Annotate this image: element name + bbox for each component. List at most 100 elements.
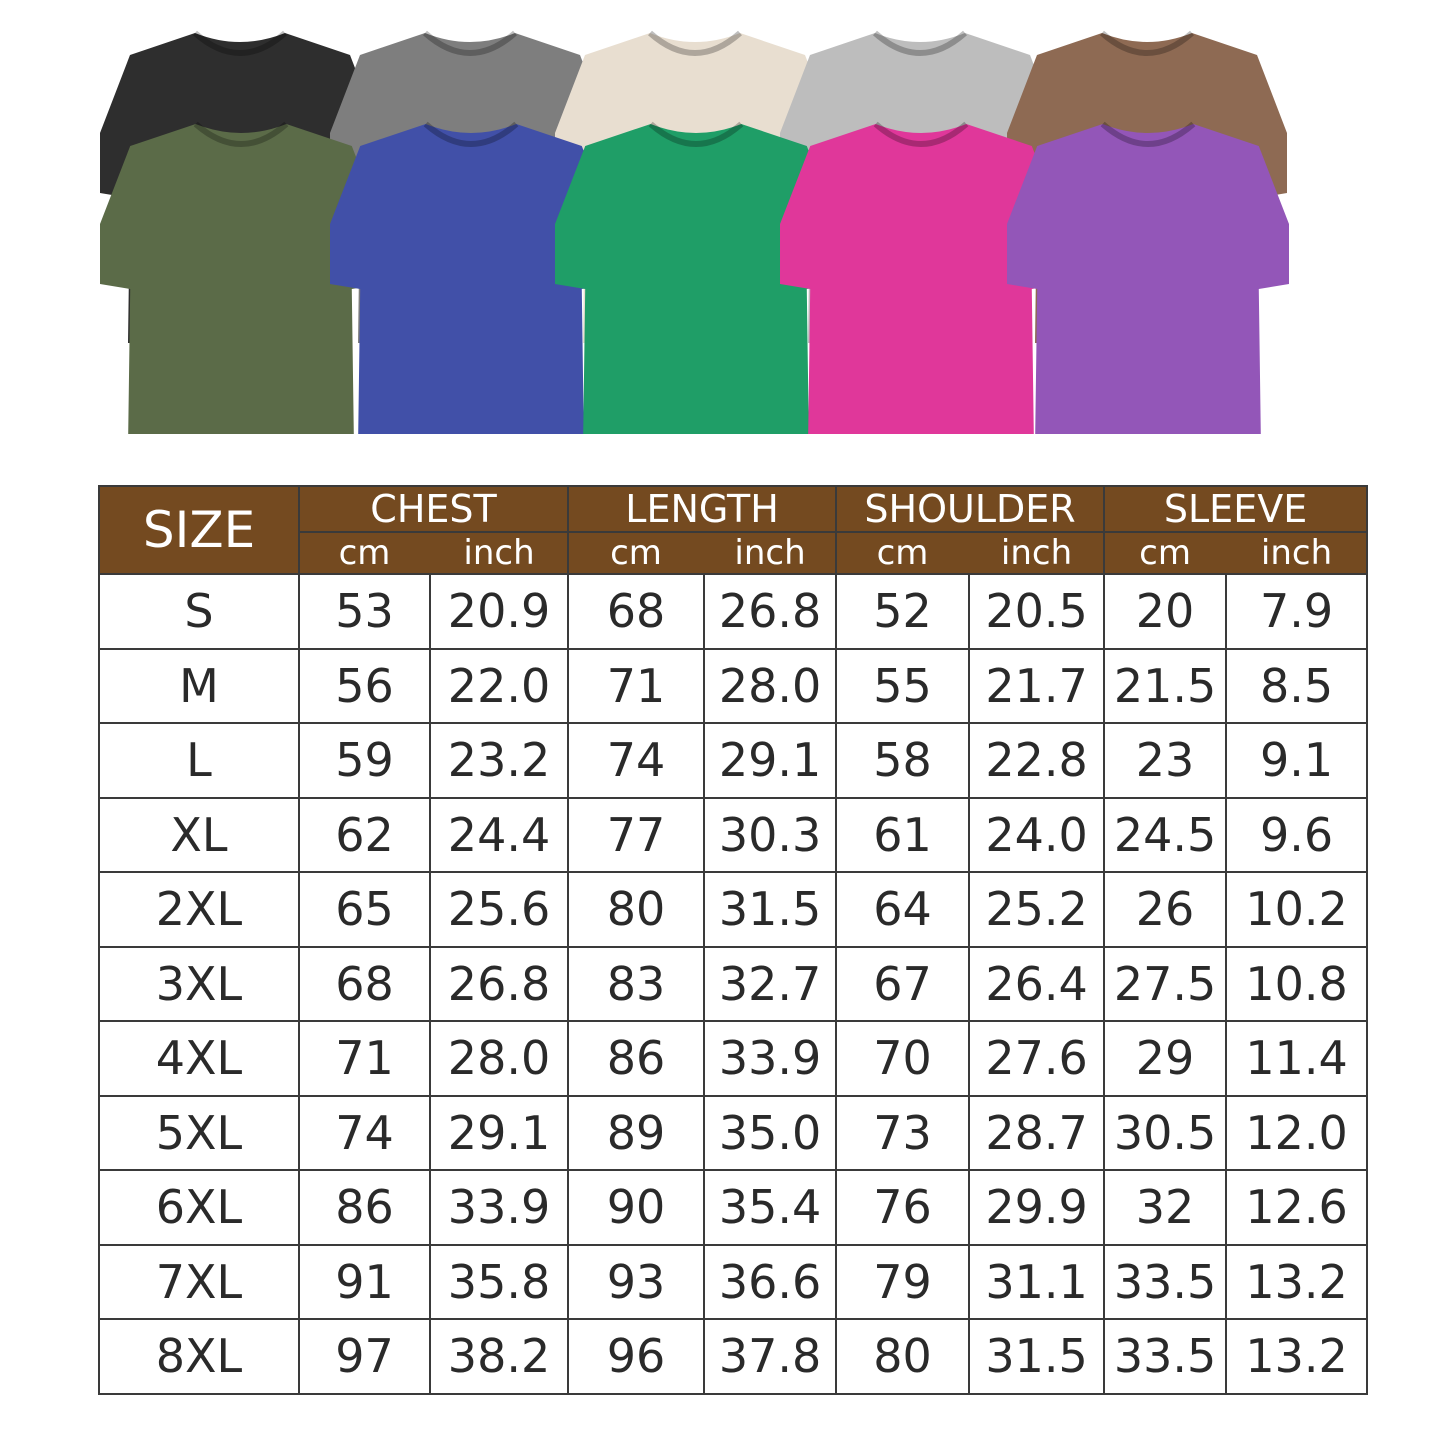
tshirt-color-options xyxy=(100,30,1289,434)
measurement-cell: 79 xyxy=(835,1243,971,1320)
measurement-cell: 26.4 xyxy=(968,945,1106,1022)
measurement-cell: 29.9 xyxy=(968,1169,1106,1246)
measurement-cell: 24.0 xyxy=(968,796,1106,873)
measurement-cell: 23 xyxy=(1103,722,1228,799)
measurement-cell: 65 xyxy=(298,871,431,948)
table-row: 2XL 65 25.6 80 31.5 64 25.2 26 10.2 xyxy=(98,871,1369,948)
sleeve-cm-header: cm xyxy=(1103,531,1228,575)
measurement-cell: 33.5 xyxy=(1103,1318,1228,1395)
measurement-cell: 71 xyxy=(298,1020,431,1097)
measurement-cell: 32 xyxy=(1103,1169,1228,1246)
measurement-cell: 26.8 xyxy=(428,945,570,1022)
measurement-cell: 90 xyxy=(567,1169,706,1246)
measurement-cell: 28.0 xyxy=(428,1020,570,1097)
table-row: S 53 20.9 68 26.8 52 20.5 20 7.9 xyxy=(98,573,1369,650)
measurement-cell: 61 xyxy=(835,796,971,873)
size-cell: 5XL xyxy=(98,1094,300,1171)
measurement-cell: 91 xyxy=(298,1243,431,1320)
measurement-cell: 26.8 xyxy=(703,573,838,650)
tshirt-pink xyxy=(780,121,1062,434)
measurement-cell: 68 xyxy=(567,573,706,650)
sleeve-inch-header: inch xyxy=(1225,531,1369,575)
measurement-cell: 11.4 xyxy=(1225,1020,1369,1097)
measurement-cell: 13.2 xyxy=(1225,1243,1369,1320)
measurement-cell: 24.4 xyxy=(428,796,570,873)
size-chart-table: SIZE CHEST LENGTH SHOULDER SLEEVE cm inch… xyxy=(98,485,1369,1395)
measurement-cell: 93 xyxy=(567,1243,706,1320)
table-row: 4XL 71 28.0 86 33.9 70 27.6 29 11.4 xyxy=(98,1020,1369,1097)
shoulder-cm-header: cm xyxy=(835,531,971,575)
measurement-cell: 25.6 xyxy=(428,871,570,948)
tshirt-blue xyxy=(330,121,612,434)
shoulder-inch-header: inch xyxy=(968,531,1106,575)
size-cell: M xyxy=(98,647,300,724)
measurement-cell: 70 xyxy=(835,1020,971,1097)
measurement-cell: 29.1 xyxy=(703,722,838,799)
length-inch-header: inch xyxy=(703,531,838,575)
measurement-cell: 24.5 xyxy=(1103,796,1228,873)
measurement-cell: 76 xyxy=(835,1169,971,1246)
measurement-cell: 7.9 xyxy=(1225,573,1369,650)
measurement-cell: 68 xyxy=(298,945,431,1022)
measurement-cell: 20 xyxy=(1103,573,1228,650)
measurement-cell: 30.3 xyxy=(703,796,838,873)
table-row: 7XL 91 35.8 93 36.6 79 31.1 33.5 13.2 xyxy=(98,1243,1369,1320)
measurement-cell: 80 xyxy=(567,871,706,948)
measurement-cell: 28.7 xyxy=(968,1094,1106,1171)
measurement-cell: 55 xyxy=(835,647,971,724)
measurement-cell: 74 xyxy=(567,722,706,799)
size-cell: XL xyxy=(98,796,300,873)
measurement-cell: 10.2 xyxy=(1225,871,1369,948)
measurement-cell: 73 xyxy=(835,1094,971,1171)
size-cell: S xyxy=(98,573,300,650)
measurement-cell: 22.0 xyxy=(428,647,570,724)
measurement-cell: 31.5 xyxy=(703,871,838,948)
measurement-cell: 77 xyxy=(567,796,706,873)
measurement-cell: 62 xyxy=(298,796,431,873)
measurement-cell: 89 xyxy=(567,1094,706,1171)
measurement-cell: 67 xyxy=(835,945,971,1022)
measurement-cell: 9.1 xyxy=(1225,722,1369,799)
measurement-cell: 32.7 xyxy=(703,945,838,1022)
tshirt-olive xyxy=(100,121,382,434)
measurement-cell: 96 xyxy=(567,1318,706,1395)
measurement-cell: 22.8 xyxy=(968,722,1106,799)
measurement-cell: 30.5 xyxy=(1103,1094,1228,1171)
size-cell: L xyxy=(98,722,300,799)
table-row: XL 62 24.4 77 30.3 61 24.0 24.5 9.6 xyxy=(98,796,1369,873)
measurement-cell: 83 xyxy=(567,945,706,1022)
measurement-cell: 59 xyxy=(298,722,431,799)
table-row: 8XL 97 38.2 96 37.8 80 31.5 33.5 13.2 xyxy=(98,1318,1369,1395)
measurement-cell: 35.0 xyxy=(703,1094,838,1171)
length-cm-header: cm xyxy=(567,531,706,575)
tshirt-purple xyxy=(1007,121,1289,434)
measurement-cell: 12.6 xyxy=(1225,1169,1369,1246)
size-cell: 3XL xyxy=(98,945,300,1022)
measurement-cell: 21.5 xyxy=(1103,647,1228,724)
measurement-cell: 86 xyxy=(298,1169,431,1246)
size-cell: 2XL xyxy=(98,871,300,948)
measurement-cell: 33.5 xyxy=(1103,1243,1228,1320)
measurement-cell: 25.2 xyxy=(968,871,1106,948)
tshirt-green xyxy=(555,121,837,434)
size-cell: 4XL xyxy=(98,1020,300,1097)
measurement-cell: 80 xyxy=(835,1318,971,1395)
measurement-cell: 31.1 xyxy=(968,1243,1106,1320)
table-row: 3XL 68 26.8 83 32.7 67 26.4 27.5 10.8 xyxy=(98,945,1369,1022)
measurement-cell: 36.6 xyxy=(703,1243,838,1320)
measurement-cell: 37.8 xyxy=(703,1318,838,1395)
measurement-cell: 38.2 xyxy=(428,1318,570,1395)
table-row: 6XL 86 33.9 90 35.4 76 29.9 32 12.6 xyxy=(98,1169,1369,1246)
chest-inch-header: inch xyxy=(428,531,570,575)
measurement-cell: 10.8 xyxy=(1225,945,1369,1022)
measurement-cell: 35.4 xyxy=(703,1169,838,1246)
measurement-cell: 26 xyxy=(1103,871,1228,948)
measurement-cell: 20.5 xyxy=(968,573,1106,650)
chest-cm-header: cm xyxy=(298,531,431,575)
measurement-cell: 31.5 xyxy=(968,1318,1106,1395)
length-header: LENGTH xyxy=(567,485,838,533)
measurement-cell: 71 xyxy=(567,647,706,724)
shoulder-header: SHOULDER xyxy=(835,485,1106,533)
measurement-cell: 21.7 xyxy=(968,647,1106,724)
measurement-cell: 33.9 xyxy=(428,1169,570,1246)
